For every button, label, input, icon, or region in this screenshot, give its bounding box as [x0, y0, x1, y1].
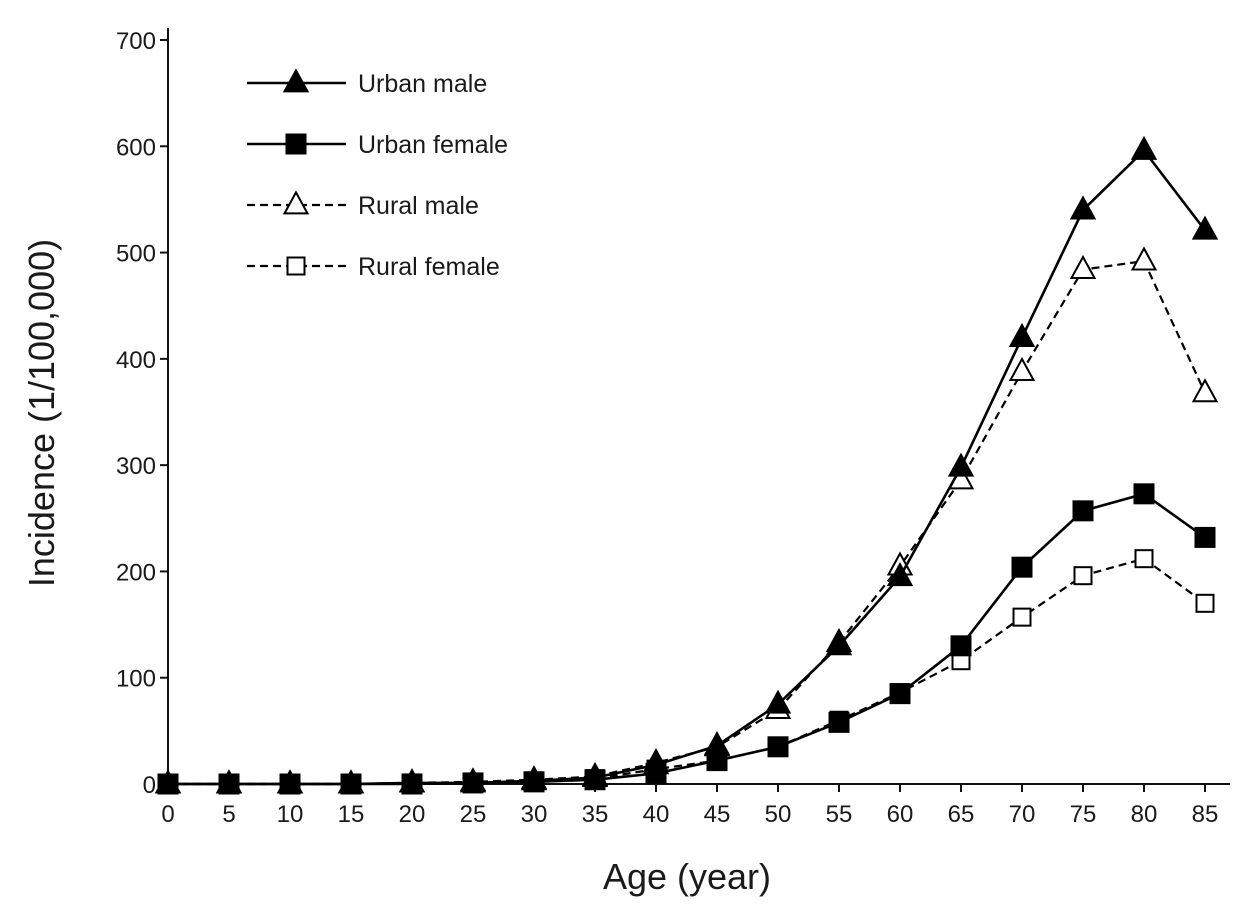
- legend-label: Urban female: [358, 131, 508, 159]
- data-point-rural-female: [1014, 609, 1031, 626]
- legend-marker: [285, 70, 308, 91]
- incidence-line-chart: 0 100 200 300 400 500 600 700 0 5 10 15 20 25 30 35 40 4…: [0, 0, 1260, 917]
- x-tick-label: 10: [277, 801, 304, 828]
- data-point-urban-female: [891, 684, 910, 703]
- data-point-urban-female: [1013, 558, 1032, 577]
- data-point-urban-female: [769, 737, 788, 756]
- legend-item-rural-male: Rural male: [247, 192, 479, 220]
- y-tick-label: 100: [116, 666, 156, 693]
- data-point-urban-male: [1011, 325, 1034, 346]
- x-tick-label: 5: [222, 801, 235, 828]
- x-tick-label: 30: [521, 801, 548, 828]
- legend-item-urban-male: Urban male: [247, 70, 487, 98]
- series-urban-male: [157, 138, 1217, 792]
- data-point-rural-female: [1197, 595, 1214, 612]
- data-point-urban-male: [1133, 138, 1156, 159]
- legend-item-urban-female: Urban female: [247, 131, 508, 159]
- x-axis-title: Age (year): [603, 856, 771, 897]
- data-point-urban-female: [1135, 484, 1154, 503]
- legend-marker: [288, 258, 305, 275]
- series-line-urban-male: [168, 151, 1205, 784]
- x-tick-label: 35: [582, 801, 609, 828]
- series-line-rural-male: [168, 261, 1205, 784]
- x-tick-label: 50: [765, 801, 792, 828]
- data-point-rural-female: [1075, 567, 1092, 584]
- data-point-urban-female: [1074, 501, 1093, 520]
- x-tick-label: 85: [1192, 801, 1219, 828]
- series-urban-female: [159, 484, 1215, 793]
- x-tick-label: 45: [704, 801, 731, 828]
- y-tick-label: 700: [116, 28, 156, 55]
- legend-label: Rural male: [358, 192, 479, 220]
- y-tick-label: 500: [116, 241, 156, 268]
- data-point-rural-male: [1011, 359, 1034, 380]
- x-tick-label: 70: [1009, 801, 1036, 828]
- data-point-rural-male: [1072, 257, 1095, 278]
- legend: Urban male Urban female Rural male Rural fe…: [247, 70, 508, 281]
- legend-label: Urban male: [358, 70, 487, 98]
- data-point-urban-male: [706, 733, 729, 754]
- axes: [168, 28, 1230, 784]
- legend-label: Rural female: [358, 253, 500, 281]
- data-point-rural-male: [1194, 380, 1217, 401]
- legend-item-rural-female: Rural female: [247, 253, 500, 281]
- x-tick-label: 25: [460, 801, 487, 828]
- data-point-urban-female: [830, 713, 849, 732]
- x-tick-label: 20: [399, 801, 426, 828]
- plot-series: [157, 138, 1217, 794]
- y-tick-label: 0: [143, 772, 156, 799]
- data-point-rural-male: [1133, 248, 1156, 269]
- x-tick-label: 40: [643, 801, 670, 828]
- x-tick-label: 0: [161, 801, 174, 828]
- x-tick-label: 60: [887, 801, 914, 828]
- data-point-urban-male: [950, 455, 973, 476]
- data-point-urban-female: [952, 636, 971, 655]
- x-tick-label: 55: [826, 801, 853, 828]
- legend-marker: [287, 135, 306, 154]
- x-tick-label: 80: [1131, 801, 1158, 828]
- legend-marker: [285, 192, 308, 213]
- y-ticks: 0 100 200 300 400 500 600 700: [116, 28, 168, 799]
- series-line-urban-female: [168, 494, 1205, 784]
- y-tick-label: 200: [116, 559, 156, 586]
- data-point-rural-female: [1136, 550, 1153, 567]
- x-tick-label: 15: [338, 801, 365, 828]
- x-tick-label: 65: [948, 801, 975, 828]
- y-tick-label: 400: [116, 347, 156, 374]
- series-rural-male: [157, 248, 1217, 792]
- y-axis-title: Incidence (1/100,000): [21, 239, 62, 587]
- y-tick-label: 600: [116, 134, 156, 161]
- series-line-rural-female: [168, 559, 1205, 784]
- data-point-urban-female: [1196, 528, 1215, 547]
- x-ticks: 0 5 10 15 20 25 30 35 40 45 50 55 60 65 70 75 80 85: [161, 784, 1218, 828]
- y-tick-label: 300: [116, 453, 156, 480]
- x-tick-label: 75: [1070, 801, 1097, 828]
